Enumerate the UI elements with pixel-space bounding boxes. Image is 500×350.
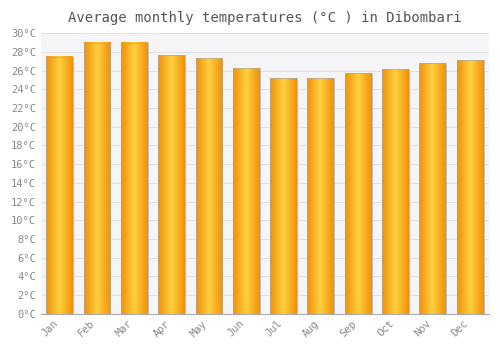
Bar bbox=[46, 57, 73, 314]
Bar bbox=[121, 43, 148, 314]
Bar bbox=[270, 78, 297, 314]
Bar bbox=[158, 55, 185, 314]
Bar bbox=[345, 74, 372, 314]
Bar bbox=[308, 78, 334, 314]
Bar bbox=[382, 69, 409, 314]
Bar bbox=[84, 43, 110, 314]
Bar bbox=[420, 63, 446, 314]
Bar bbox=[196, 58, 222, 314]
Bar bbox=[457, 60, 483, 314]
Bar bbox=[233, 68, 260, 314]
Title: Average monthly temperatures (°C ) in Dibombari: Average monthly temperatures (°C ) in Di… bbox=[68, 11, 462, 25]
